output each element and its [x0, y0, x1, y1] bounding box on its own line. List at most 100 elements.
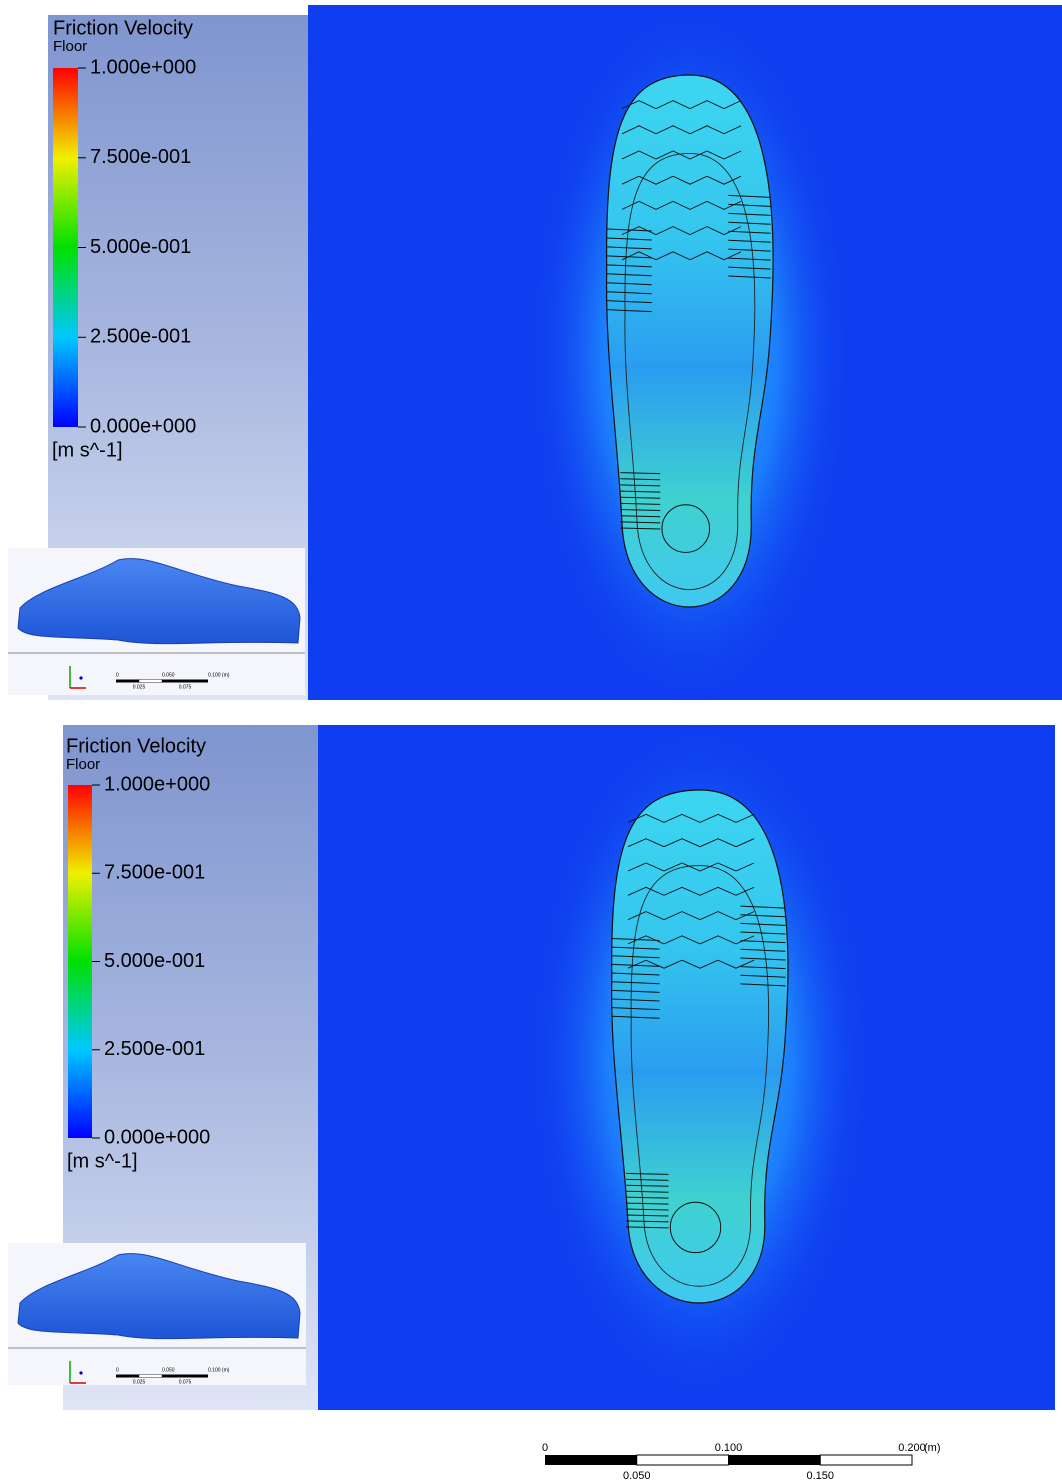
thumb-scale-label: 0.025: [133, 1379, 146, 1385]
tread-line: [740, 974, 786, 978]
scale-label: 0.050: [623, 1470, 651, 1481]
tread-line: [611, 998, 660, 1002]
tread-line: [740, 957, 786, 961]
thumb-scale-bar-white: [138, 1374, 163, 1378]
tread-line: [620, 496, 661, 499]
tread-zigzag: [621, 251, 742, 261]
tread-line: [611, 938, 660, 941]
colorbar-label: 7.500e-001: [90, 146, 191, 168]
tread-line: [611, 963, 660, 967]
tread-line: [740, 940, 786, 944]
colorbar-label: 2.500e-001: [90, 326, 191, 348]
tread-line: [728, 230, 771, 234]
tread-line: [626, 1190, 669, 1193]
tread-line: [626, 1178, 669, 1181]
tread-line: [620, 484, 661, 487]
tread-line: [611, 981, 660, 985]
colorbar-label: 1.000e+000: [90, 56, 196, 78]
heel-ring: [669, 1201, 722, 1254]
tread-line: [606, 309, 652, 313]
colorbar-label: 0.000e+000: [104, 1126, 210, 1148]
tread-line: [728, 275, 771, 279]
tread-line: [626, 1220, 669, 1223]
thumbnail-shoe: [17, 1253, 301, 1340]
tread-line: [626, 1226, 669, 1229]
thumb-scale-label: 0.100 (m): [208, 672, 230, 678]
tread-line: [611, 972, 660, 976]
tread-zigzag: [627, 935, 755, 945]
tread-line: [728, 239, 771, 243]
tread-line: [611, 946, 660, 950]
tread-line: [740, 922, 786, 926]
tread-line: [728, 194, 771, 198]
tread-line: [606, 273, 652, 277]
axis-triad-z: [79, 1371, 83, 1375]
tread-line: [728, 203, 771, 207]
tread-line: [626, 1196, 669, 1199]
scale-label: 0.200: [898, 1442, 926, 1454]
tread-zigzag: [621, 175, 742, 185]
tread-line: [611, 989, 660, 993]
legend-subtitle: Floor: [66, 756, 100, 773]
tread-zigzag: [627, 838, 755, 848]
tread-line: [740, 914, 786, 918]
legend-title: Friction Velocity: [66, 735, 206, 757]
scale-unit: (m): [924, 1442, 941, 1454]
tread-zigzag: [627, 911, 755, 921]
thumb-scale-bar-white: [138, 679, 163, 683]
thumb-scale-label: 0.075: [179, 1379, 192, 1385]
tread-line: [620, 478, 661, 481]
thumb-scale-label: 0.050: [162, 672, 175, 678]
tread-line: [626, 1202, 669, 1205]
colorbar-label: 7.500e-001: [104, 862, 205, 884]
legend-title: Friction Velocity: [53, 17, 193, 39]
thumb-scale-label: 0.025: [133, 684, 146, 690]
tread-zigzag: [627, 862, 755, 872]
scale-bar-white: [819, 1454, 913, 1466]
colorbar-label: 5.000e-001: [104, 950, 205, 972]
scale-label: 0: [542, 1442, 548, 1454]
sole-inner-outline: [630, 865, 770, 1287]
thumb-scale-label: 0.075: [179, 684, 192, 690]
thumb-scale-label: 0: [116, 672, 119, 678]
tread-line: [620, 521, 661, 524]
tread-line: [740, 983, 786, 987]
tread-line: [620, 472, 661, 475]
tread-line: [606, 237, 652, 241]
tread-line: [728, 266, 771, 270]
tread-line: [728, 248, 771, 252]
tread-line: [626, 1214, 669, 1217]
tread-line: [611, 955, 660, 959]
heel-ring: [661, 504, 711, 553]
tread-line: [740, 931, 786, 935]
tread-line: [740, 966, 786, 970]
tread-zigzag: [621, 125, 742, 135]
thumb-scale-label: 0: [116, 1367, 119, 1373]
colorbar: [53, 68, 78, 427]
tread-line: [611, 1007, 660, 1011]
tread-line: [740, 948, 786, 952]
tread-zigzag: [627, 813, 755, 823]
legend-unit: [m s^-1]: [52, 439, 123, 461]
thumb-scale-label: 0.050: [162, 1367, 175, 1373]
tread-line: [606, 246, 652, 250]
tread-line: [606, 282, 652, 286]
tread-line: [728, 257, 771, 261]
scale-label: 0.100: [715, 1442, 743, 1454]
scale-label: 0.150: [806, 1470, 834, 1481]
tread-zigzag: [621, 150, 742, 160]
tread-line: [620, 527, 661, 530]
colorbar-label: 2.500e-001: [104, 1038, 205, 1060]
tread-line: [728, 221, 771, 225]
thumb-scale-label: 0.100 (m): [208, 1367, 230, 1373]
tread-line: [620, 515, 661, 518]
colorbar-label: 0.000e+000: [90, 415, 196, 437]
tread-zigzag: [627, 886, 755, 896]
tread-zigzag: [621, 100, 742, 110]
tread-line: [606, 228, 652, 232]
colorbar-label: 1.000e+000: [104, 773, 210, 795]
